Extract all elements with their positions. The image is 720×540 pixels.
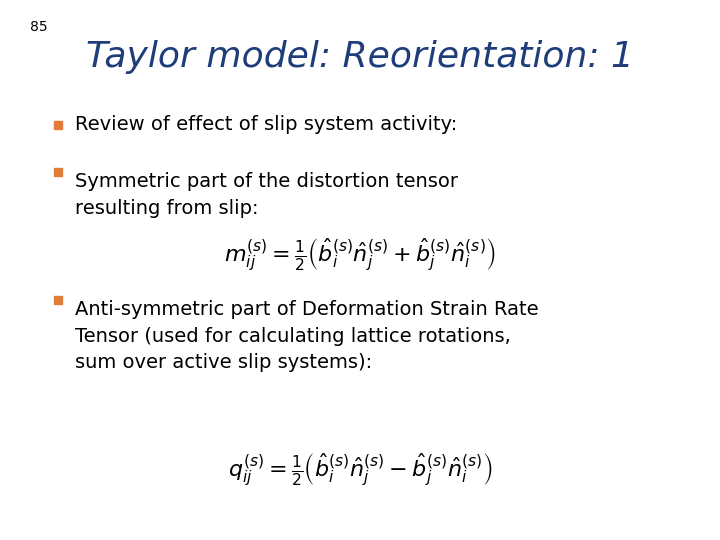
Text: $q_{ij}^{(s)} = \frac{1}{2}\left(\hat{b}_i^{(s)}\hat{n}_j^{(s)} - \hat{b}_j^{(s): $q_{ij}^{(s)} = \frac{1}{2}\left(\hat{b}… (228, 451, 492, 489)
Text: Review of effect of slip system activity:: Review of effect of slip system activity… (75, 116, 457, 134)
Text: 85: 85 (30, 20, 48, 34)
Text: Taylor model: Reorientation: 1: Taylor model: Reorientation: 1 (86, 40, 634, 74)
Text: Symmetric part of the distortion tensor
resulting from slip:: Symmetric part of the distortion tensor … (75, 172, 458, 218)
Text: Anti-symmetric part of Deformation Strain Rate
Tensor (used for calculating latt: Anti-symmetric part of Deformation Strai… (75, 300, 539, 372)
Text: $m_{ij}^{(s)} = \frac{1}{2}\left(\hat{b}_i^{(s)}\hat{n}_j^{(s)} + \hat{b}_j^{(s): $m_{ij}^{(s)} = \frac{1}{2}\left(\hat{b}… (224, 237, 496, 273)
